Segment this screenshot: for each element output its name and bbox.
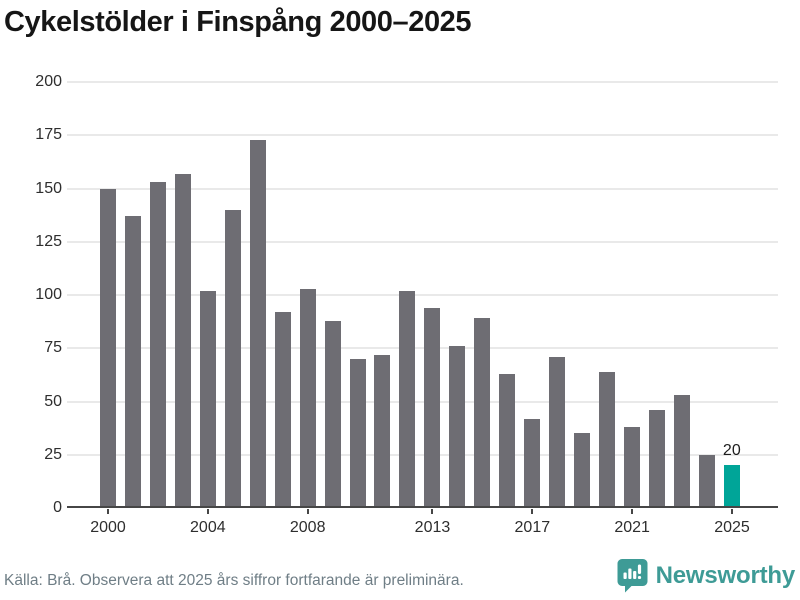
gridline-100 (67, 294, 778, 296)
bar-2000 (100, 188, 116, 508)
footer: Källa: Brå. Observera att 2025 års siffr… (0, 555, 800, 600)
y-tick-label-0: 0 (53, 499, 62, 516)
newsworthy-logo-icon (617, 558, 648, 593)
y-tick-label-150: 150 (35, 179, 62, 197)
x-tick-label-2013: 2013 (414, 519, 451, 536)
bar-2012 (399, 290, 416, 508)
bar-2004 (199, 290, 216, 508)
gridline-175 (67, 134, 778, 137)
bar-2003 (174, 173, 191, 508)
bar-2024 (698, 454, 715, 508)
bar-2010 (349, 358, 366, 508)
x-tick-label-2025: 2025 (714, 519, 750, 536)
gridline-125 (67, 240, 778, 243)
bar-value-label-2025: 20 (722, 442, 741, 460)
y-tick-label-175: 175 (35, 126, 62, 144)
y-tick-label-75: 75 (44, 339, 62, 357)
y-tick-label-200: 200 (35, 73, 62, 90)
bar-2020 (599, 371, 616, 508)
y-tick-label-25: 25 (44, 445, 62, 463)
gridline-200 (67, 81, 778, 83)
x-tick-mark-2000 (107, 509, 109, 514)
x-tick-mark-2008 (306, 509, 309, 514)
bar-2008 (299, 288, 316, 508)
x-tick-mark-2017 (531, 509, 534, 514)
bar-2002 (149, 182, 166, 508)
y-tick-label-100: 100 (35, 286, 62, 303)
bar-2006 (249, 139, 266, 508)
x-tick-label-2017: 2017 (514, 519, 551, 536)
x-tick-mark-2013 (431, 509, 434, 514)
bar-2015 (474, 318, 491, 508)
bar-2017 (524, 418, 541, 508)
bar-2016 (499, 373, 516, 508)
gridline-150 (67, 187, 778, 190)
x-tick-mark-2021 (631, 509, 634, 514)
x-tick-mark-2025 (731, 509, 733, 514)
chart-title: Cykelstölder i Finspång 2000–2025 (4, 6, 472, 38)
bar-2011 (374, 354, 391, 508)
bar-2021 (624, 427, 641, 508)
x-tick-label-2021: 2021 (614, 519, 650, 536)
bar-2018 (549, 356, 566, 508)
bar-2001 (124, 216, 141, 508)
bar-2009 (324, 320, 341, 508)
bar-2014 (449, 346, 466, 508)
x-tick-label-2008: 2008 (289, 519, 326, 536)
bar-2019 (574, 433, 591, 508)
gridline-25 (67, 453, 778, 456)
x-tick-label-2000: 2000 (90, 519, 126, 536)
source-text: Källa: Brå. Observera att 2025 års siffr… (4, 572, 464, 589)
y-tick-label-50: 50 (44, 392, 62, 410)
bar-2025: 20 (723, 442, 741, 508)
bar-2005 (224, 209, 241, 508)
gridline-50 (67, 400, 778, 403)
bars-container: 20 (100, 82, 741, 508)
newsworthy-wordmark: Newsworthy (655, 561, 796, 589)
x-tick-label-2004: 2004 (190, 519, 226, 536)
y-axis-labels: 0 25 50 75 100 125 150 175 200 (8, 73, 62, 516)
plot-area: 20 2000 2004 2008 2013 2017 2021 2025 (67, 81, 778, 536)
bar-2023 (673, 395, 690, 508)
bar-2007 (274, 312, 291, 508)
bar-2013 (424, 307, 441, 508)
y-tick-label-125: 125 (35, 232, 62, 250)
newsworthy-brand: Newsworthy (617, 558, 795, 593)
x-axis-line (67, 505, 778, 508)
gridline-75 (67, 347, 778, 350)
bar-2022 (648, 410, 665, 508)
x-tick-mark-2004 (206, 509, 209, 514)
